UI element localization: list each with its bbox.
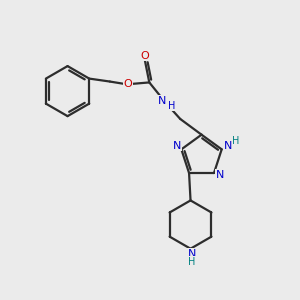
Text: N: N bbox=[216, 169, 224, 179]
Text: N: N bbox=[158, 96, 167, 106]
Text: O: O bbox=[124, 79, 133, 89]
Text: N: N bbox=[188, 249, 196, 259]
Text: H: H bbox=[188, 257, 196, 267]
Text: O: O bbox=[140, 51, 149, 61]
Text: H: H bbox=[232, 136, 239, 146]
Text: N: N bbox=[224, 141, 232, 151]
Text: H: H bbox=[168, 101, 175, 111]
Text: N: N bbox=[173, 141, 181, 151]
